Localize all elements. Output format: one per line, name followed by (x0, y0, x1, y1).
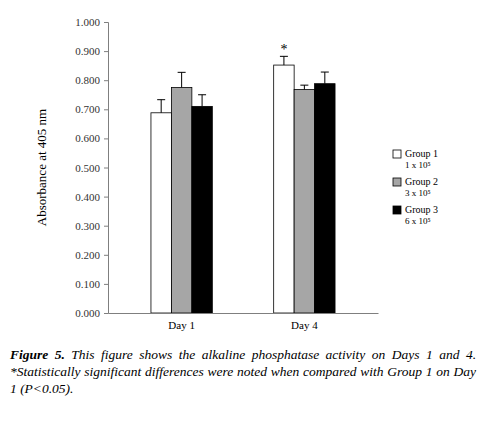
y-tick-mark (104, 51, 108, 52)
bar (274, 65, 294, 313)
error-bar-stem (161, 100, 162, 113)
legend: Group 11 x 10⁵ Group 23 x 10⁵ Group 36 x 1… (393, 148, 438, 226)
y-tick: 0.200 (75, 249, 108, 261)
error-bar (157, 100, 165, 113)
y-tick-mark (104, 255, 108, 256)
legend-swatch (393, 150, 401, 158)
bar (192, 106, 212, 313)
y-tick-mark (104, 109, 108, 110)
y-tick: 0.800 (75, 74, 108, 86)
error-bar-stem (304, 85, 305, 89)
y-tick: 0.500 (75, 162, 108, 174)
y-tick: 1.000 (75, 16, 108, 28)
bar-series (192, 72, 335, 313)
error-bar (300, 85, 308, 89)
x-tick: Day 4 (291, 313, 318, 331)
y-tick: 0.100 (75, 278, 108, 290)
y-tick-label: 0.600 (75, 132, 100, 144)
error-bar-cap (321, 72, 329, 73)
error-bar (280, 56, 288, 65)
y-tick-label: 0.200 (75, 249, 100, 261)
y-tick-mark (104, 138, 108, 139)
y-tick-mark (104, 80, 108, 81)
y-tick-mark (104, 197, 108, 198)
legend-label: Group 23 x 10⁵ (405, 176, 438, 198)
error-bar (178, 72, 186, 87)
y-tick-mark (104, 313, 108, 314)
legend-label: Group 36 x 10⁵ (405, 204, 438, 226)
y-axis-line (104, 23, 109, 314)
caption-title: Figure 5. (10, 347, 65, 362)
error-bar-cap (198, 94, 206, 95)
y-tick-mark (104, 22, 108, 23)
y-tick: 0.600 (75, 132, 108, 144)
bar (315, 84, 335, 313)
error-bar (198, 95, 206, 107)
x-tick: Day 1 (168, 313, 195, 331)
y-axis: 0.000 0.100 0.200 0.300 0.400 0.500 0.600 0.700… (75, 16, 108, 319)
caption: Figure 5. This figure shows the alkaline… (10, 346, 476, 397)
y-tick-label: 0.500 (75, 162, 100, 174)
y-tick-label: 1.000 (75, 16, 100, 28)
x-tick-label: Day 4 (291, 319, 318, 331)
error-bar-stem (324, 72, 325, 84)
legend-label: Group 11 x 10⁵ (405, 148, 438, 170)
error-bar-stem (283, 56, 284, 65)
bar (151, 113, 171, 313)
y-tick: 0.400 (75, 191, 108, 203)
y-tick-mark (104, 226, 108, 227)
x-axis-line (109, 313, 379, 314)
y-tick-mark (104, 284, 108, 285)
y-tick-label: 0.800 (75, 74, 100, 86)
bar (171, 87, 191, 313)
y-tick-label: 0.700 (75, 103, 100, 115)
legend-swatch (393, 206, 401, 214)
y-tick: 0.000 (75, 307, 108, 319)
error-bar-cap (300, 85, 308, 86)
legend-swatch (393, 178, 401, 186)
caption-text: This figure shows the alkaline phosphata… (10, 347, 476, 396)
y-tick-label: 0.400 (75, 191, 100, 203)
y-tick: 0.300 (75, 220, 108, 232)
y-tick-label: 0.100 (75, 278, 100, 290)
error-bar-stem (181, 72, 182, 87)
y-tick-mark (104, 168, 108, 169)
bar-series (171, 72, 314, 313)
y-tick: 0.700 (75, 103, 108, 115)
annotation: * (280, 42, 287, 57)
error-bar-stem (202, 95, 203, 107)
error-bar-cap (157, 99, 165, 100)
error-bar (321, 72, 329, 84)
y-tick: 0.900 (75, 45, 108, 57)
plot-area (151, 56, 335, 313)
x-tick-label: Day 1 (168, 319, 195, 331)
error-bar-cap (178, 72, 186, 73)
bar-series (151, 56, 294, 313)
y-tick-label: 0.300 (75, 220, 100, 232)
y-tick-label: 0.000 (75, 307, 100, 319)
y-axis-title: Absorbance at 405 nm (34, 109, 49, 226)
bar (294, 90, 314, 313)
x-axis: Day 1 Day 4 (109, 313, 379, 331)
y-tick-label: 0.900 (75, 45, 100, 57)
